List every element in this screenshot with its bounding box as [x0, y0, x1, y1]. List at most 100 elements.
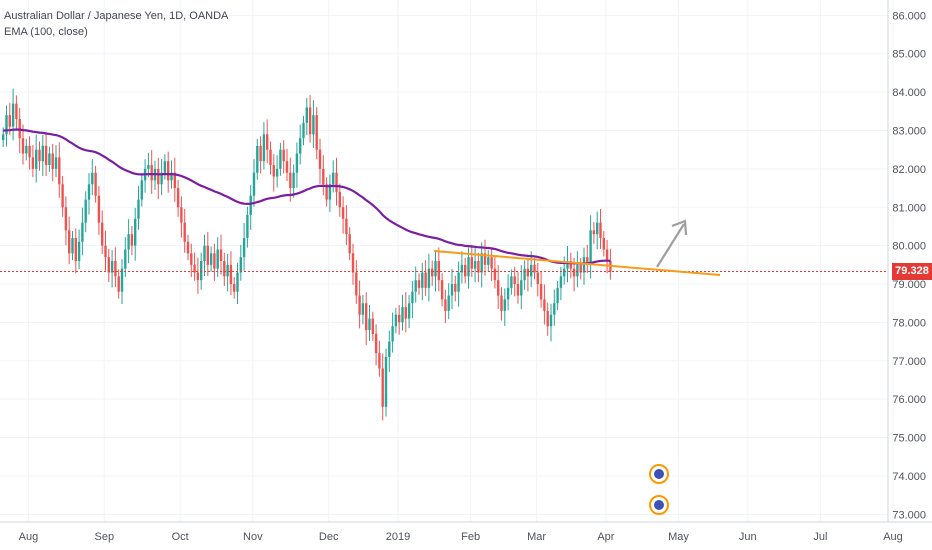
candle-body — [447, 295, 450, 311]
candle-body — [543, 299, 546, 311]
candle-body — [190, 253, 193, 265]
candle-body — [503, 299, 506, 311]
event-icons[interactable] — [649, 464, 669, 515]
candle-body — [325, 184, 328, 200]
price-tick-label: 84.000 — [892, 87, 926, 99]
candle-body — [493, 268, 497, 281]
candle-body — [411, 291, 414, 304]
candle-body — [345, 218, 348, 235]
candle-body — [355, 272, 358, 296]
candle-body — [414, 280, 417, 292]
candle-body — [566, 261, 569, 269]
price-tick-label: 81.000 — [892, 202, 926, 214]
price-tick-label: 74.000 — [892, 471, 926, 483]
candle-body — [351, 253, 355, 273]
candle-body — [431, 268, 434, 277]
arrow-drawing[interactable] — [656, 219, 688, 268]
candle-body — [576, 264, 579, 277]
candle-body — [546, 310, 549, 327]
candle-body — [497, 280, 500, 296]
candle-body — [259, 145, 262, 162]
candle-body — [358, 295, 361, 315]
candle-body — [196, 272, 200, 281]
candle-body — [252, 172, 256, 196]
candle-body — [569, 261, 572, 269]
candle-body — [68, 230, 71, 254]
price-tick-label: 73.000 — [892, 509, 926, 521]
candle-body — [272, 165, 275, 177]
time-tick-label: Dec — [319, 531, 339, 543]
candle-body — [173, 172, 176, 189]
time-axis[interactable]: Aug Sep Oct Nov Dec 2019 Feb Mar Apr May Jun Jul Aug — [19, 531, 903, 543]
candle-body — [61, 184, 64, 208]
candle-body — [388, 341, 391, 357]
candle-body — [427, 268, 431, 288]
candle-body — [81, 222, 84, 242]
candle-body — [41, 145, 44, 162]
candle-body — [8, 115, 11, 127]
candle-body — [457, 272, 460, 292]
ema-line[interactable] — [3, 128, 611, 265]
time-tick-label: Jun — [739, 531, 757, 543]
price-axis[interactable]: 73.000 74.000 75.000 76.000 77.000 78.000 79.0… — [892, 10, 926, 521]
time-tick-label: Oct — [172, 531, 189, 543]
candle-body — [407, 303, 411, 319]
candle-body — [117, 276, 120, 292]
candle-body — [586, 257, 589, 265]
candle-body — [249, 195, 252, 215]
arrow-shaft — [656, 223, 685, 268]
candle-body — [110, 261, 114, 273]
candle-body — [335, 172, 338, 192]
indicator-label: EMA (100, close) — [4, 26, 88, 38]
candle-body — [180, 207, 183, 223]
candle-body — [401, 307, 404, 323]
trendline-drawing[interactable] — [433, 250, 721, 276]
candle-body — [54, 157, 58, 169]
candle-body — [266, 134, 269, 150]
price-tick-label: 83.000 — [892, 126, 926, 138]
candle-body — [216, 249, 219, 269]
grid-lines — [0, 0, 894, 522]
candle-body — [378, 353, 381, 369]
candle-body — [602, 237, 605, 250]
candle-body — [120, 268, 124, 292]
candle-body — [299, 138, 302, 154]
time-tick-label: Nov — [243, 531, 263, 543]
candle-body — [315, 115, 318, 150]
price-tick-label: 86.000 — [892, 10, 926, 22]
candle-body — [64, 207, 68, 231]
candle-body — [470, 257, 473, 269]
candle-body — [404, 307, 407, 319]
candle-body — [213, 253, 216, 269]
candle-body — [332, 172, 335, 185]
candle-body — [589, 230, 592, 265]
symbol-title: Australian Dollar / Japanese Yen, 1D, OA… — [4, 10, 229, 22]
candle-body — [421, 272, 424, 288]
candle-body — [596, 222, 599, 235]
candle-body — [523, 268, 526, 281]
candle-body — [114, 261, 117, 277]
candle-body — [11, 103, 15, 127]
candle-body — [572, 268, 576, 277]
candle-body — [450, 284, 454, 296]
flag-icon — [654, 500, 664, 510]
candle-body — [233, 284, 236, 292]
chart-legend: Australian Dollar / Japanese Yen, 1D, OA… — [4, 8, 228, 40]
candle-body — [318, 149, 322, 169]
candle-body — [239, 257, 242, 273]
candle-body — [101, 222, 104, 246]
candle-body — [279, 149, 282, 169]
price-tick-label: 78.000 — [892, 317, 926, 329]
candle-body — [454, 284, 457, 292]
candle-body — [473, 261, 477, 269]
candle-body — [157, 168, 160, 185]
price-tick-label: 79.000 — [892, 279, 926, 291]
candle-body — [44, 145, 48, 166]
time-tick-label: Apr — [597, 531, 614, 543]
time-tick-label: May — [668, 531, 689, 543]
candle-body — [487, 257, 490, 265]
candle-body — [31, 157, 35, 169]
candle-body — [160, 172, 163, 185]
candle-body — [338, 191, 341, 208]
